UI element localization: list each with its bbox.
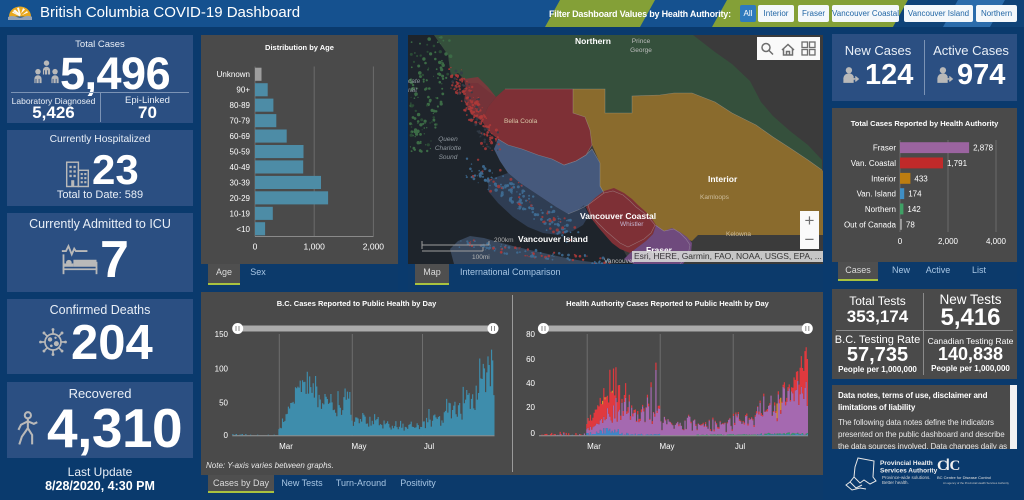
svg-text:Prince: Prince (632, 38, 651, 45)
svg-text:1,791: 1,791 (947, 159, 968, 168)
svg-text:cate: cate (408, 78, 421, 85)
svg-text:C: C (950, 458, 961, 474)
svg-text:Mar: Mar (279, 442, 293, 451)
svg-text:2,878: 2,878 (973, 144, 994, 153)
svg-text:Kamloops: Kamloops (700, 194, 730, 201)
svg-text:May: May (351, 442, 366, 451)
svg-text:20-29: 20-29 (230, 194, 251, 203)
svg-text:70-79: 70-79 (230, 117, 251, 126)
svg-text:40-49: 40-49 (230, 163, 251, 172)
svg-text:78: 78 (906, 220, 915, 229)
svg-text:150: 150 (215, 330, 229, 339)
svg-text:C: C (937, 458, 948, 474)
svg-text:Jul: Jul (735, 442, 745, 451)
svg-text:Whistler: Whistler (620, 221, 644, 228)
svg-text:80: 80 (526, 330, 535, 339)
svg-text:Mar: Mar (587, 442, 601, 451)
svg-text:50: 50 (219, 399, 228, 408)
svg-text:40: 40 (526, 379, 535, 388)
svg-text:20: 20 (526, 403, 535, 412)
svg-text:0: 0 (898, 237, 903, 246)
svg-text:0: 0 (253, 242, 258, 252)
svg-text:BC Centre for Disease Control: BC Centre for Disease Control (937, 475, 991, 480)
svg-text:Queen: Queen (438, 136, 458, 143)
svg-text:Provincial Health: Provincial Health (880, 460, 933, 467)
svg-text:60: 60 (526, 355, 535, 364)
svg-text:Vancouver: Vancouver (604, 258, 635, 264)
svg-text:174: 174 (908, 190, 922, 199)
svg-text:Note: Y-axis varies between gr: Note: Y-axis varies between graphs. (206, 461, 334, 470)
svg-text:1,000: 1,000 (304, 242, 326, 252)
svg-text:Vancouver Coastal: Vancouver Coastal (580, 211, 656, 221)
svg-text:Out of Canada: Out of Canada (844, 220, 897, 229)
svg-text:90+: 90+ (236, 86, 250, 95)
svg-text:30-39: 30-39 (230, 178, 251, 187)
svg-text:An agency of the Provincial He: An agency of the Provincial Health Servi… (943, 481, 1010, 485)
svg-text:Jul: Jul (424, 442, 434, 451)
svg-text:Interior: Interior (708, 174, 738, 184)
svg-text:Northern: Northern (575, 36, 611, 46)
svg-text:Bella Coola: Bella Coola (504, 118, 538, 125)
svg-text:rait: rait (408, 87, 418, 94)
svg-text:Sound: Sound (439, 154, 458, 161)
svg-text:2,000: 2,000 (938, 237, 959, 246)
svg-text:100mi: 100mi (472, 254, 490, 261)
svg-text:May: May (659, 442, 674, 451)
svg-text:10-19: 10-19 (230, 209, 251, 218)
svg-text:Unknown: Unknown (217, 70, 250, 79)
svg-text:80-89: 80-89 (230, 101, 251, 110)
svg-text:Charlotte: Charlotte (435, 145, 462, 152)
svg-text:Northern: Northern (865, 205, 896, 214)
svg-text:Fraser: Fraser (873, 144, 896, 153)
svg-text:<10: <10 (236, 225, 250, 234)
svg-text:Van. Island: Van. Island (857, 190, 896, 199)
svg-text:200km: 200km (494, 237, 514, 244)
svg-text:Province-wide solutions.: Province-wide solutions. (882, 475, 931, 480)
svg-text:Van. Coastal: Van. Coastal (851, 159, 896, 168)
svg-text:Better health.: Better health. (882, 480, 909, 485)
svg-text:60-69: 60-69 (230, 132, 251, 141)
svg-text:50-59: 50-59 (230, 148, 251, 157)
svg-text:0: 0 (224, 431, 229, 440)
svg-text:100: 100 (215, 365, 229, 374)
svg-text:Services Authority: Services Authority (880, 468, 938, 475)
svg-text:142: 142 (907, 205, 921, 214)
svg-text:4,000: 4,000 (986, 237, 1007, 246)
svg-text:George: George (630, 47, 652, 54)
svg-text:Fraser: Fraser (646, 245, 673, 255)
svg-text:Vancouver Island: Vancouver Island (518, 234, 588, 244)
svg-text:2,000: 2,000 (363, 242, 385, 252)
svg-text:433: 433 (914, 174, 928, 183)
svg-text:Kelowna: Kelowna (726, 231, 751, 238)
svg-text:0: 0 (531, 429, 536, 438)
svg-text:Interior: Interior (871, 174, 896, 183)
